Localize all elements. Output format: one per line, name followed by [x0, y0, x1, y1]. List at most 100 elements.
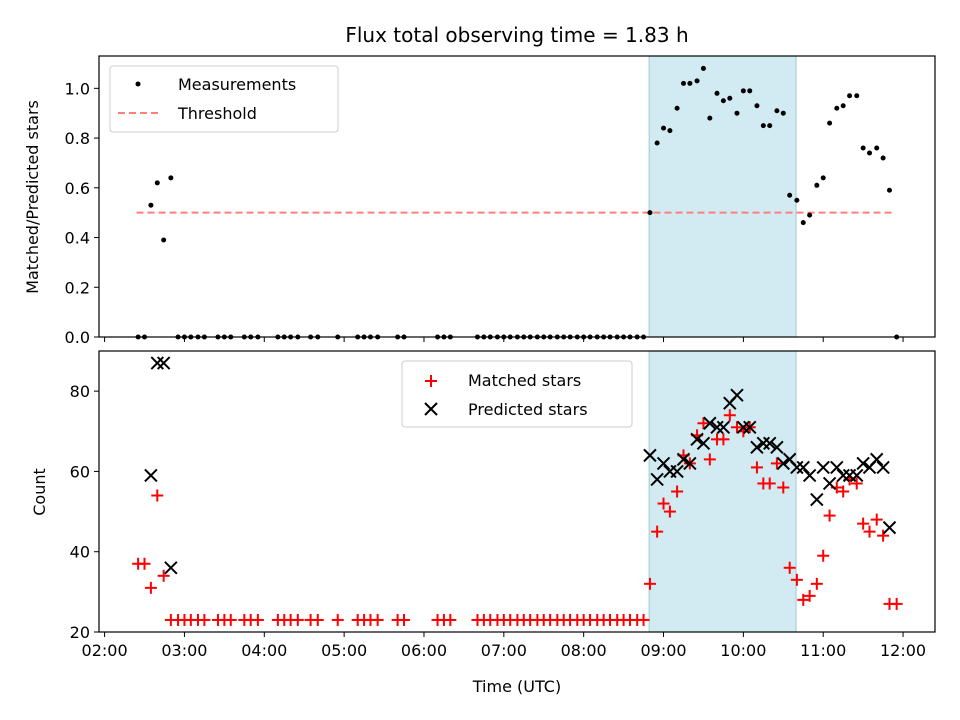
x-tick-label: 12:00	[880, 641, 926, 660]
predicted-point	[756, 436, 771, 451]
y-tick-label: 0.4	[65, 229, 90, 248]
top-legend: Measurements Threshold	[109, 65, 339, 133]
matched-point	[730, 421, 743, 434]
measurement-point	[847, 93, 853, 99]
predicted-point	[876, 460, 890, 475]
x-tick-label: 03:00	[161, 641, 207, 660]
predicted-point-b	[790, 460, 804, 475]
measurement-point	[754, 103, 760, 109]
predicted-point-b	[670, 464, 684, 479]
predicted-point	[743, 420, 757, 434]
highlight-span	[648, 55, 797, 338]
matched-point	[643, 577, 656, 590]
measurement-point	[854, 93, 860, 99]
measurement-point	[148, 202, 154, 208]
matched-point	[657, 497, 670, 510]
predicted-point-b	[156, 356, 171, 370]
predicted-point-b	[643, 448, 657, 463]
matched-point	[198, 613, 211, 626]
legend-measurements-marker	[135, 81, 141, 87]
measurement-point	[867, 150, 873, 156]
measurement-point	[814, 182, 820, 188]
matched-point	[797, 593, 810, 606]
predicted-point	[670, 464, 684, 479]
predicted-point	[770, 440, 784, 455]
top-highlight-span	[648, 55, 797, 338]
predicted-point-b	[816, 460, 830, 475]
predicted-point	[836, 468, 850, 483]
matched-point	[398, 613, 411, 626]
predicted-point	[810, 492, 824, 507]
matched-point	[750, 461, 763, 474]
matched-point	[863, 525, 876, 538]
measurement-point	[154, 180, 160, 186]
bottom-legend: Matched stars Predicted stars	[401, 360, 633, 428]
predicted-point-b	[710, 420, 724, 434]
predicted-point	[816, 460, 830, 475]
predicted-point-b	[776, 456, 790, 471]
predicted-point-b	[656, 456, 671, 471]
bottom-plot-frame	[98, 350, 936, 633]
predicted-point-b	[822, 476, 837, 491]
predicted-point-b	[830, 460, 844, 475]
predicted-point-b	[716, 420, 731, 434]
x-axis-label: Time (UTC)	[472, 677, 561, 696]
predicted-point	[822, 476, 837, 491]
matched-point	[444, 613, 457, 626]
measurement-point	[880, 155, 886, 161]
predicted-point	[850, 468, 864, 483]
predicted-point-b	[782, 452, 797, 467]
top-legend-box	[109, 65, 339, 133]
matched-point	[311, 613, 324, 626]
measurement-point	[860, 145, 866, 151]
predicted-point	[144, 468, 158, 483]
top-x-ticks	[104, 337, 904, 342]
top-y-ticks: 0.0 0.2 0.4 0.6 0.8 1.0	[65, 79, 99, 347]
predicted-point	[150, 356, 164, 370]
y-tick-label: 0.8	[65, 129, 90, 148]
x-tick-label: 05:00	[321, 641, 367, 660]
predicted-point-b	[810, 492, 824, 507]
measurement-point	[700, 65, 706, 71]
measurement-point	[661, 125, 667, 131]
predicted-point-b	[856, 456, 870, 471]
predicted-point-b	[756, 436, 771, 451]
predicted-point-b	[882, 520, 897, 535]
matched-point	[157, 569, 170, 582]
matched-point	[770, 457, 783, 470]
measurement-point	[647, 210, 653, 216]
predicted-point	[750, 440, 764, 455]
predicted-point	[164, 561, 178, 575]
predicted-point	[763, 436, 777, 451]
matched-point	[331, 613, 344, 626]
predicted-point-b	[770, 440, 784, 455]
matched-point	[224, 613, 237, 626]
predicted-point	[156, 356, 171, 370]
matched-point	[251, 613, 264, 626]
predicted-point	[676, 452, 691, 467]
bottom-panel: 02:00 03:00 04:00 05:00 06:00 07:00 08:00 09:00…	[30, 350, 936, 696]
predicted-point-b	[650, 472, 664, 487]
measurement-point	[820, 175, 826, 181]
bottom-y-axis-label: Count	[30, 468, 49, 516]
matched-point	[790, 573, 803, 586]
predicted-point	[643, 448, 657, 463]
y-tick-label: 40	[70, 543, 90, 562]
measurement-point	[667, 128, 673, 134]
matched-point	[877, 529, 890, 542]
measurement-point	[161, 237, 167, 243]
matched-point	[291, 613, 304, 626]
measurement-point	[727, 95, 733, 101]
matched-point	[723, 409, 736, 422]
measurement-point	[834, 105, 840, 111]
predicted-point-b	[802, 468, 817, 483]
measurement-point	[807, 212, 813, 218]
measurement-point	[734, 110, 740, 116]
legend-matched-marker	[425, 375, 437, 387]
measurement-point	[787, 192, 793, 198]
x-tick-label: 04:00	[241, 641, 287, 660]
predicted-point	[790, 460, 804, 475]
matched-point	[697, 417, 710, 430]
predicted-point-b	[730, 388, 744, 402]
bottom-legend-box	[401, 360, 633, 428]
